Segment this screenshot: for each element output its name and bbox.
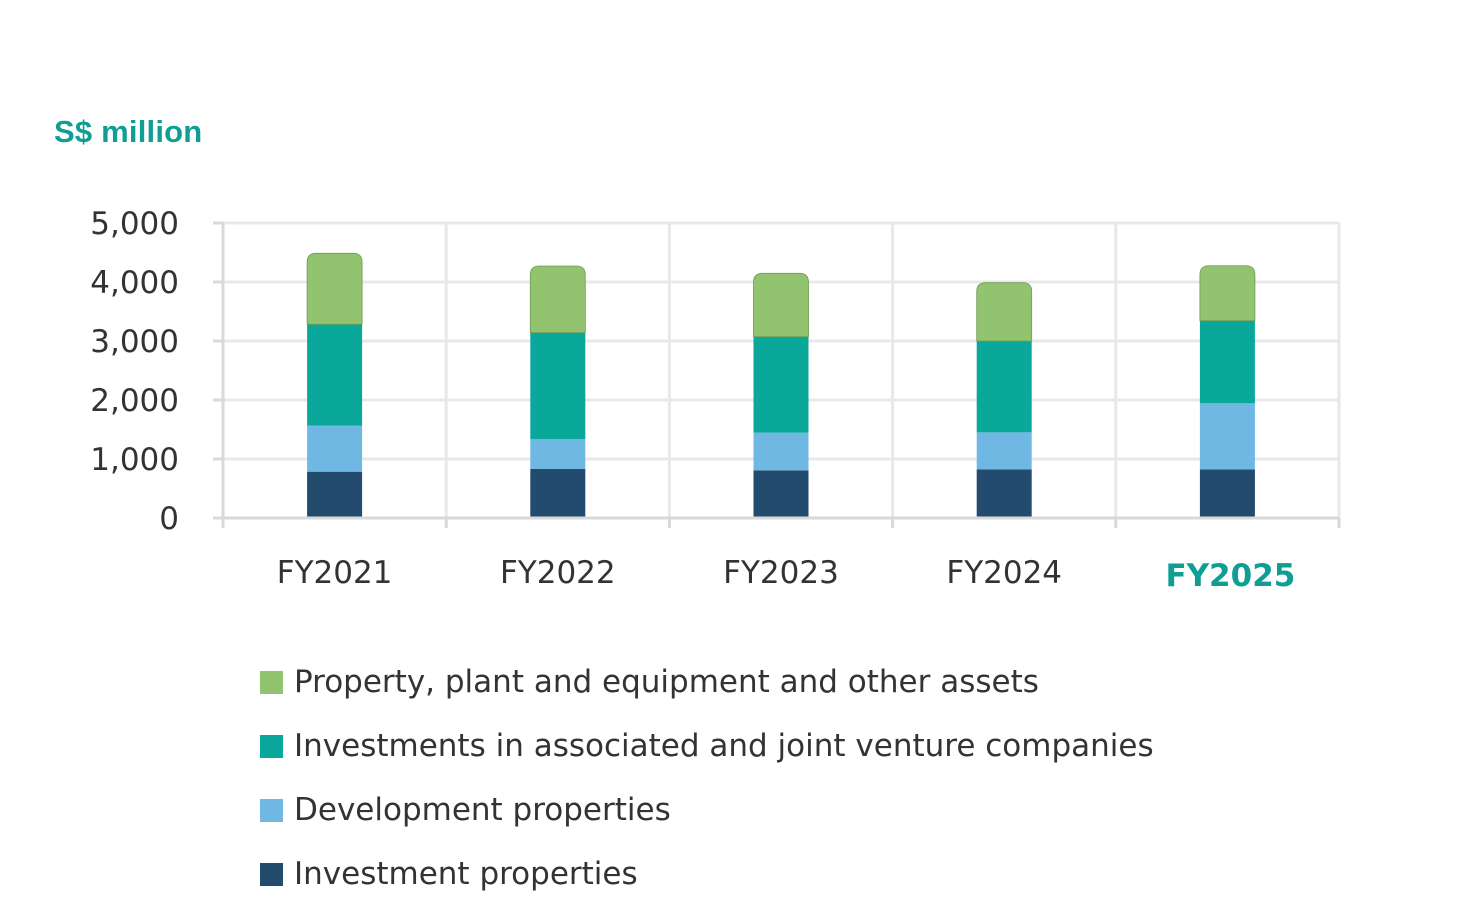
legend-label: Development properties	[294, 792, 671, 828]
legend-swatch	[260, 734, 283, 758]
bars	[306, 252, 1256, 518]
axes	[213, 221, 1341, 528]
legend-item: Property, plant and equipment and other …	[260, 650, 1154, 714]
bar-fy2022-investments-in-associated-and-joint-venture-companies	[530, 332, 586, 439]
bar-fy2021-property-plant-and-equipment-and-other-assets	[306, 252, 363, 325]
x-tick-label-fy2025: FY2025	[1165, 558, 1295, 594]
bar-fy2021-development-properties	[307, 425, 363, 472]
legend-swatch	[260, 670, 283, 694]
bar-fy2022-development-properties	[530, 438, 586, 469]
legend-swatch	[260, 862, 283, 886]
legend: Property, plant and equipment and other …	[260, 650, 1154, 906]
bar-fy2023-investments-in-associated-and-joint-venture-companies	[753, 336, 809, 433]
y-tick-label: 3,000	[90, 324, 179, 360]
x-tick-label-fy2021: FY2021	[277, 555, 393, 591]
legend-item: Investments in associated and joint vent…	[260, 714, 1154, 778]
bar-fy2022-property-plant-and-equipment-and-other-assets	[529, 265, 586, 334]
bar-fy2025-property-plant-and-equipment-and-other-assets	[1199, 265, 1256, 322]
bar-fy2024-investment-properties	[976, 469, 1032, 518]
bar-fy2023-property-plant-and-equipment-and-other-assets	[753, 272, 809, 338]
y-tick-label: 2,000	[90, 383, 179, 419]
bar-fy2025-development-properties	[1199, 403, 1255, 470]
bar-fy2021-investments-in-associated-and-joint-venture-companies	[307, 324, 363, 426]
tick-labels: 0 1,000 2,000 3,000 4,000 5,000 FY2021 FY2022 FY…	[90, 206, 1295, 594]
x-tick-label-fy2024: FY2024	[946, 555, 1062, 591]
y-tick-label: 5,000	[90, 206, 179, 242]
bar-fy2024-investments-in-associated-and-joint-venture-companies	[976, 341, 1032, 433]
bar-fy2025-investment-properties	[1199, 469, 1255, 518]
bar-fy2022-investment-properties	[530, 468, 586, 518]
bar-fy2024-property-plant-and-equipment-and-other-assets	[976, 282, 1033, 342]
x-tick-label-fy2023: FY2023	[723, 555, 839, 591]
y-axis-unit-label: S$ million	[54, 114, 203, 149]
legend-item: Investment properties	[260, 842, 1154, 906]
legend-label: Property, plant and equipment and other …	[294, 664, 1039, 700]
legend-swatch	[260, 798, 283, 822]
legend-item: Development properties	[260, 778, 1154, 842]
bar-fy2023-investment-properties	[753, 470, 809, 518]
y-tick-label: 4,000	[90, 265, 179, 301]
x-tick-label-fy2022: FY2022	[500, 555, 616, 591]
bar-fy2021-investment-properties	[307, 471, 363, 518]
bar-fy2025-investments-in-associated-and-joint-venture-companies	[1199, 320, 1255, 404]
legend-label: Investment properties	[294, 856, 638, 892]
y-tick-label: 1,000	[90, 442, 179, 478]
y-tick-label: 0	[159, 501, 179, 537]
bar-fy2024-development-properties	[976, 432, 1032, 470]
legend-label: Investments in associated and joint vent…	[294, 728, 1154, 764]
bar-fy2023-development-properties	[753, 432, 809, 471]
